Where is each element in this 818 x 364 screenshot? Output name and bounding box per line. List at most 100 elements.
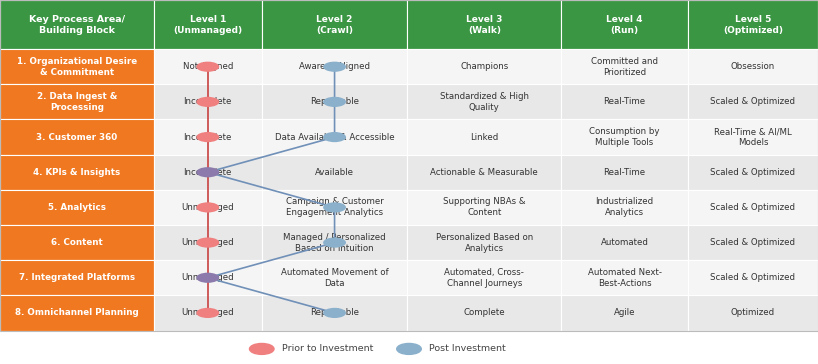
Text: Linked: Linked: [470, 132, 498, 142]
FancyBboxPatch shape: [154, 225, 262, 260]
Text: Automated: Automated: [600, 238, 649, 247]
Text: Standardized & High
Quality: Standardized & High Quality: [440, 92, 528, 112]
FancyBboxPatch shape: [0, 155, 154, 190]
Text: Committed and
Prioritized: Committed and Prioritized: [591, 57, 658, 77]
Text: Level 3
(Walk): Level 3 (Walk): [466, 15, 502, 35]
Text: Scaled & Optimized: Scaled & Optimized: [711, 98, 795, 106]
FancyBboxPatch shape: [0, 225, 154, 260]
Text: Repeatable: Repeatable: [310, 308, 359, 317]
Circle shape: [196, 237, 219, 248]
Circle shape: [196, 132, 219, 142]
Text: Incomplete: Incomplete: [183, 98, 232, 106]
Text: 4. KPIs & Insights: 4. KPIs & Insights: [34, 168, 120, 177]
FancyBboxPatch shape: [561, 190, 688, 225]
Text: Scaled & Optimized: Scaled & Optimized: [711, 273, 795, 282]
FancyBboxPatch shape: [688, 295, 818, 331]
FancyBboxPatch shape: [154, 155, 262, 190]
Text: Aware & Aligned: Aware & Aligned: [299, 62, 370, 71]
FancyBboxPatch shape: [262, 260, 407, 295]
FancyBboxPatch shape: [561, 295, 688, 331]
FancyBboxPatch shape: [154, 49, 262, 84]
Text: Prior to Investment: Prior to Investment: [282, 344, 374, 353]
Text: Champions: Champions: [461, 62, 508, 71]
Text: 8. Omnichannel Planning: 8. Omnichannel Planning: [15, 308, 139, 317]
FancyBboxPatch shape: [407, 190, 561, 225]
Text: Level 5
(Optimized): Level 5 (Optimized): [723, 15, 783, 35]
FancyBboxPatch shape: [154, 260, 262, 295]
Circle shape: [323, 97, 346, 107]
FancyBboxPatch shape: [154, 119, 262, 155]
Text: Not Aligned: Not Aligned: [182, 62, 233, 71]
Text: Repeatable: Repeatable: [310, 98, 359, 106]
FancyBboxPatch shape: [688, 84, 818, 119]
FancyBboxPatch shape: [262, 190, 407, 225]
Text: Automated Movement of
Data: Automated Movement of Data: [281, 268, 389, 288]
FancyBboxPatch shape: [688, 225, 818, 260]
FancyBboxPatch shape: [0, 84, 154, 119]
Text: 2. Data Ingest &
Processing: 2. Data Ingest & Processing: [37, 92, 117, 112]
Text: Available: Available: [315, 168, 354, 177]
Text: Unmanaged: Unmanaged: [182, 308, 234, 317]
FancyBboxPatch shape: [561, 0, 688, 49]
Text: Key Process Area/
Building Block: Key Process Area/ Building Block: [29, 15, 125, 35]
FancyBboxPatch shape: [688, 0, 818, 49]
Text: Optimized: Optimized: [731, 308, 775, 317]
Text: Automated Next-
Best-Actions: Automated Next- Best-Actions: [587, 268, 662, 288]
Circle shape: [397, 344, 421, 355]
FancyBboxPatch shape: [561, 49, 688, 84]
FancyBboxPatch shape: [561, 84, 688, 119]
FancyBboxPatch shape: [688, 260, 818, 295]
Circle shape: [323, 202, 346, 213]
FancyBboxPatch shape: [0, 295, 154, 331]
FancyBboxPatch shape: [262, 119, 407, 155]
Circle shape: [323, 62, 346, 72]
Text: Scaled & Optimized: Scaled & Optimized: [711, 203, 795, 212]
Text: Level 4
(Run): Level 4 (Run): [606, 15, 643, 35]
Text: Actionable & Measurable: Actionable & Measurable: [430, 168, 538, 177]
Text: Managed / Personalized
Based on Intuition: Managed / Personalized Based on Intuitio…: [283, 233, 386, 253]
Text: Agile: Agile: [614, 308, 636, 317]
FancyBboxPatch shape: [561, 225, 688, 260]
Circle shape: [196, 308, 219, 318]
Text: Data Available & Accessible: Data Available & Accessible: [275, 132, 394, 142]
FancyBboxPatch shape: [262, 84, 407, 119]
Text: 1. Organizational Desire
& Commitment: 1. Organizational Desire & Commitment: [17, 57, 137, 77]
FancyBboxPatch shape: [407, 0, 561, 49]
FancyBboxPatch shape: [688, 155, 818, 190]
FancyBboxPatch shape: [0, 190, 154, 225]
FancyBboxPatch shape: [561, 260, 688, 295]
Circle shape: [249, 344, 274, 355]
Text: Unmanaged: Unmanaged: [182, 203, 234, 212]
Circle shape: [196, 167, 219, 177]
Text: Scaled & Optimized: Scaled & Optimized: [711, 238, 795, 247]
Text: Real-Time: Real-Time: [604, 168, 645, 177]
Text: Real-Time & AI/ML
Models: Real-Time & AI/ML Models: [714, 127, 792, 147]
FancyBboxPatch shape: [688, 190, 818, 225]
Circle shape: [323, 237, 346, 248]
Text: Campaign & Customer
Engagement Analytics: Campaign & Customer Engagement Analytics: [285, 197, 384, 217]
Text: Unmanaged: Unmanaged: [182, 238, 234, 247]
Circle shape: [323, 308, 346, 318]
FancyBboxPatch shape: [262, 155, 407, 190]
FancyBboxPatch shape: [407, 49, 561, 84]
FancyBboxPatch shape: [262, 0, 407, 49]
FancyBboxPatch shape: [0, 119, 154, 155]
Text: Industrialized
Analytics: Industrialized Analytics: [596, 197, 654, 217]
FancyBboxPatch shape: [407, 260, 561, 295]
FancyBboxPatch shape: [561, 155, 688, 190]
FancyBboxPatch shape: [0, 260, 154, 295]
Circle shape: [196, 62, 219, 72]
Text: Post Investment: Post Investment: [429, 344, 506, 353]
FancyBboxPatch shape: [154, 295, 262, 331]
Circle shape: [196, 97, 219, 107]
Text: 7. Integrated Platforms: 7. Integrated Platforms: [19, 273, 135, 282]
Text: Scaled & Optimized: Scaled & Optimized: [711, 168, 795, 177]
FancyBboxPatch shape: [407, 155, 561, 190]
FancyBboxPatch shape: [0, 0, 154, 49]
Text: Level 2
(Crawl): Level 2 (Crawl): [316, 15, 353, 35]
FancyBboxPatch shape: [154, 190, 262, 225]
Text: 6. Content: 6. Content: [51, 238, 103, 247]
Circle shape: [196, 202, 219, 213]
FancyBboxPatch shape: [561, 119, 688, 155]
FancyBboxPatch shape: [154, 84, 262, 119]
